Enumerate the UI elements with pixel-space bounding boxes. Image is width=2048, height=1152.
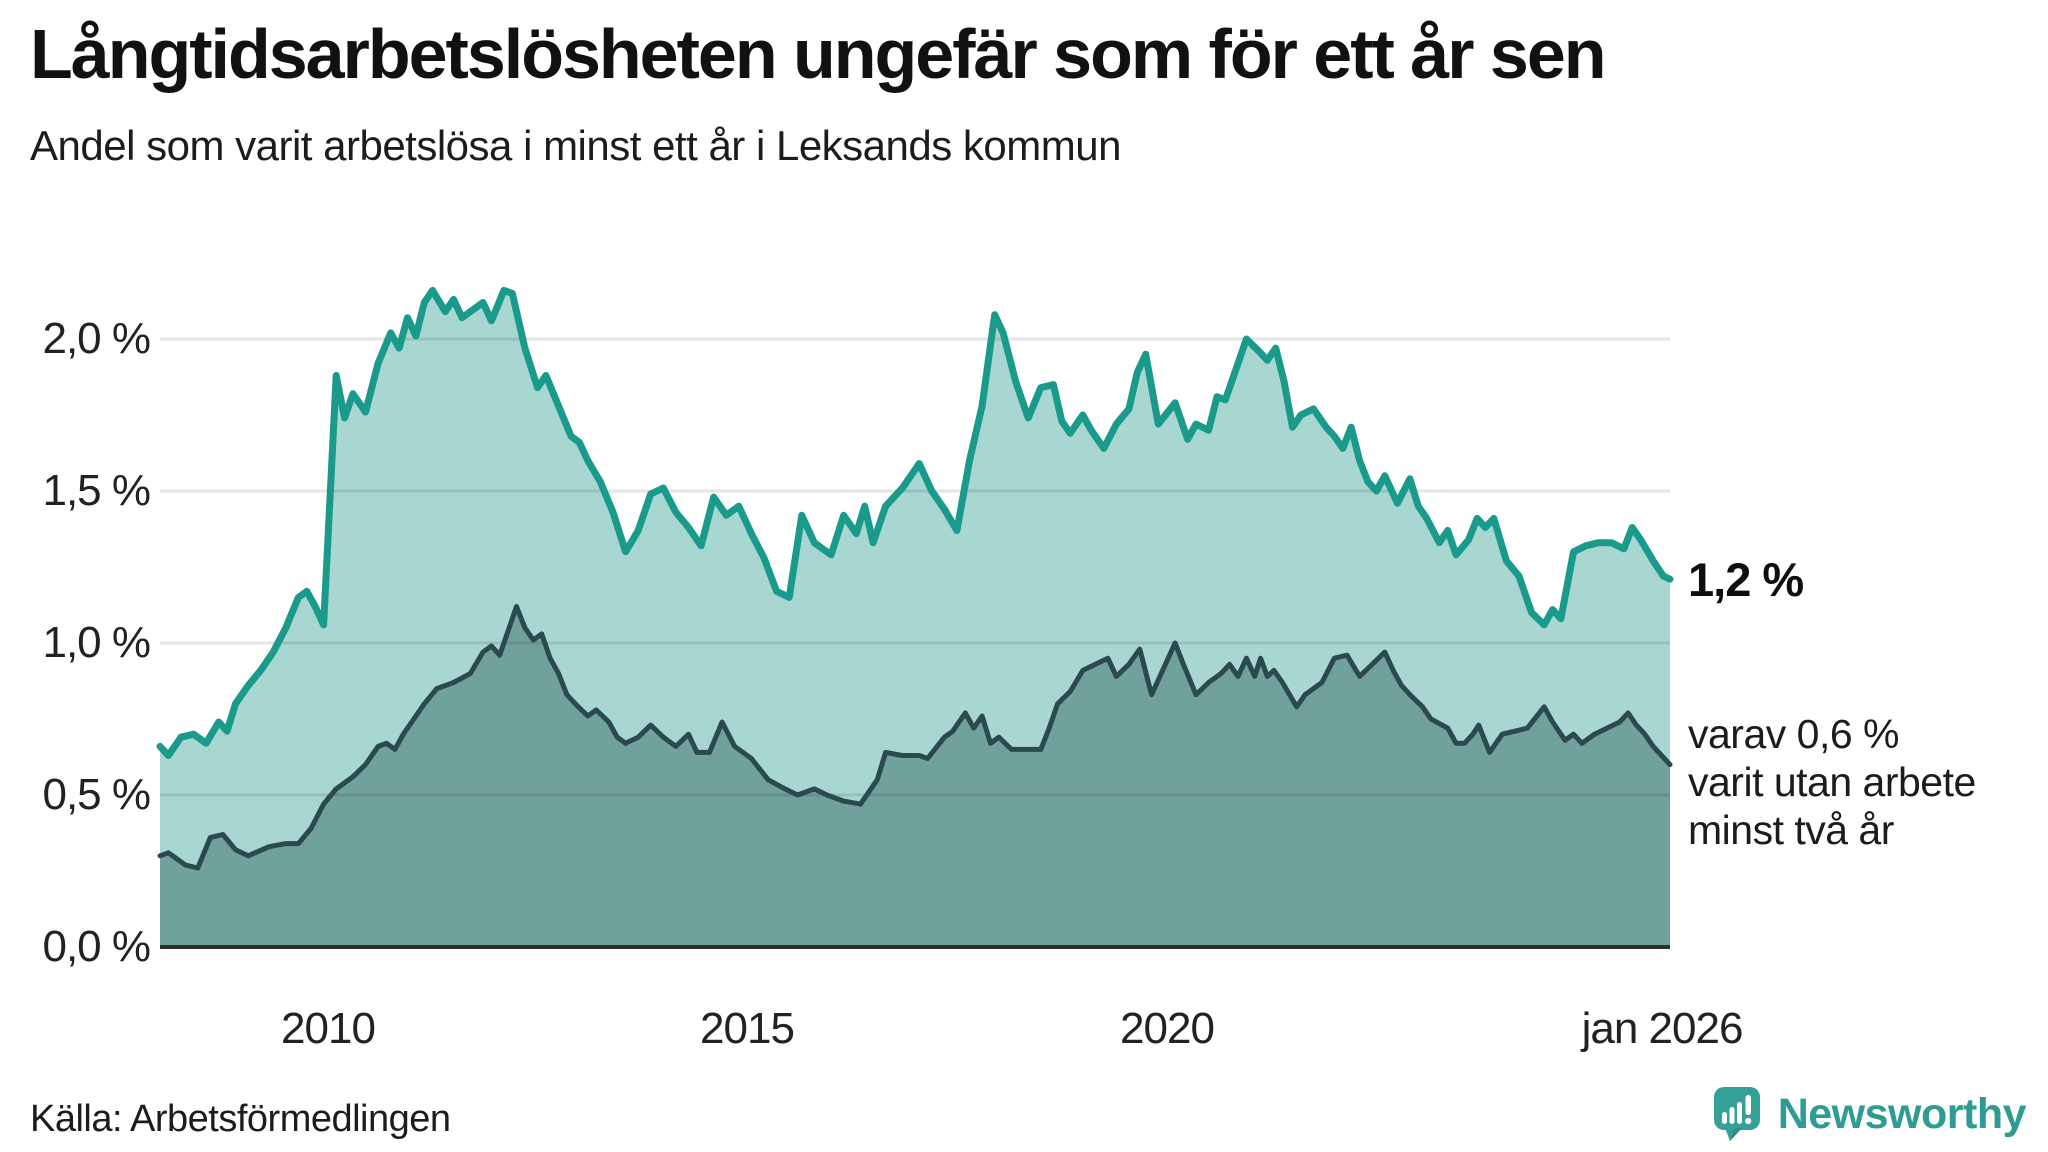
annotation-line: varav 0,6 % xyxy=(1688,711,1899,757)
x-axis-label: 2015 xyxy=(700,1004,795,1053)
x-axis-label: jan 2026 xyxy=(1581,1004,1744,1053)
area-fill-min-1yr xyxy=(160,290,1670,947)
y-axis-label: 2,0 % xyxy=(42,314,151,363)
y-axis-label: 1,0 % xyxy=(42,618,151,667)
y-axis-label: 1,5 % xyxy=(42,466,151,515)
y-axis-label: 0,5 % xyxy=(42,770,151,819)
source-credit: Källa: Arbetsförmedlingen xyxy=(30,1098,451,1140)
annotation-line: minst två år xyxy=(1688,807,1894,853)
annotation-line: varit utan arbete xyxy=(1688,759,1976,805)
series-annotation: varav 0,6 % varit utan arbete minst två … xyxy=(1688,710,1976,854)
brand-name: Newsworthy xyxy=(1777,1089,2027,1138)
area-fill-min-2yr xyxy=(160,606,1670,947)
x-axis-label: 2010 xyxy=(281,1004,376,1053)
brand-logo: Newsworthy xyxy=(1712,1086,2027,1142)
x-axis-label: 2020 xyxy=(1120,1004,1215,1053)
y-axis-label: 0,0 % xyxy=(42,922,151,971)
series-end-value-label: 1,2 % xyxy=(1688,553,1804,606)
page-title: Långtidsarbetslösheten ungefär som för e… xyxy=(30,15,1607,93)
line-min-2yr xyxy=(157,604,1673,871)
line-min-1yr xyxy=(156,286,1674,759)
page-subtitle: Andel som varit arbetslösa i minst ett å… xyxy=(30,122,1121,169)
newsworthy-bar-chart-bubble-icon xyxy=(1713,1087,1760,1141)
